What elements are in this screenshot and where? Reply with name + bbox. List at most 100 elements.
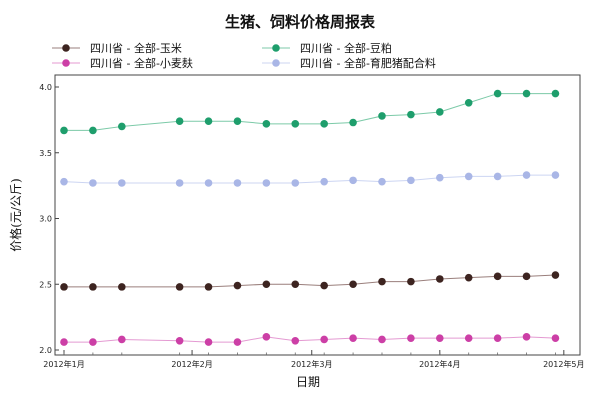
data-point bbox=[349, 176, 357, 185]
y-tick-label: 3.5 bbox=[39, 149, 52, 158]
y-tick-label: 2.5 bbox=[39, 280, 52, 289]
data-point bbox=[291, 336, 300, 345]
data-point bbox=[320, 281, 328, 290]
data-point bbox=[233, 281, 242, 290]
data-point bbox=[464, 98, 473, 107]
data-point bbox=[493, 272, 502, 281]
chart-title: 生猪、饲料价格周报表 bbox=[225, 13, 376, 31]
data-point bbox=[551, 171, 560, 179]
data-point bbox=[291, 179, 300, 187]
data-point bbox=[60, 177, 68, 186]
data-point bbox=[407, 110, 415, 119]
plot-frame bbox=[54, 74, 581, 356]
data-point bbox=[320, 335, 328, 344]
data-point bbox=[407, 176, 415, 185]
x-tick-label: 2012年2月 bbox=[171, 359, 212, 369]
data-point bbox=[522, 171, 531, 179]
data-point bbox=[349, 334, 357, 342]
legend-item: 四川省 - 全部-育肥猪配合料 bbox=[262, 56, 436, 70]
y-tick-label: 4.0 bbox=[39, 83, 52, 92]
legend-marker bbox=[272, 44, 280, 52]
data-point bbox=[349, 118, 357, 127]
data-point bbox=[175, 283, 184, 291]
data-point bbox=[262, 333, 271, 341]
data-point bbox=[291, 280, 300, 289]
data-point bbox=[175, 179, 184, 187]
plot-area bbox=[54, 74, 581, 356]
legend-label: 四川省 - 全部-玉米 bbox=[90, 41, 182, 55]
data-point bbox=[204, 338, 213, 346]
data-point bbox=[233, 338, 242, 346]
y-tick-label: 3.0 bbox=[39, 215, 52, 224]
legend-item: 四川省 - 全部-豆粕 bbox=[262, 41, 392, 55]
data-point bbox=[436, 173, 444, 182]
data-point bbox=[60, 283, 68, 291]
y-tick-label: 2.0 bbox=[39, 346, 52, 355]
data-point bbox=[118, 122, 126, 131]
x-tick-label: 2012年1月 bbox=[43, 359, 84, 369]
series-layer bbox=[60, 89, 560, 346]
data-point bbox=[551, 334, 560, 342]
data-point bbox=[551, 271, 560, 279]
y-axis-label: 价格(元/公斤) bbox=[8, 178, 23, 251]
x-tick-label: 2012年5月 bbox=[543, 359, 584, 369]
data-point bbox=[407, 277, 415, 286]
data-point bbox=[175, 336, 184, 345]
series-3 bbox=[60, 171, 560, 187]
legend-marker bbox=[62, 59, 70, 67]
legend-label: 四川省 - 全部-小麦麸 bbox=[90, 56, 193, 70]
data-point bbox=[89, 338, 97, 346]
data-point bbox=[493, 334, 502, 342]
data-point bbox=[493, 89, 502, 98]
data-point bbox=[262, 120, 271, 128]
legend-item: 四川省 - 全部-玉米 bbox=[52, 41, 182, 55]
series-1 bbox=[60, 89, 560, 135]
legend-label: 四川省 - 全部-育肥猪配合料 bbox=[300, 56, 436, 70]
data-point bbox=[522, 89, 531, 98]
data-point bbox=[60, 338, 68, 346]
legend-marker bbox=[272, 59, 280, 67]
y-axis: 2.0 2.5 3.0 3.5 4.0 bbox=[39, 83, 59, 355]
data-point bbox=[378, 335, 386, 344]
legend-marker bbox=[62, 44, 70, 52]
data-point bbox=[436, 334, 444, 342]
data-point bbox=[291, 120, 300, 128]
data-point bbox=[436, 108, 444, 116]
data-point bbox=[262, 280, 271, 289]
data-point bbox=[493, 172, 502, 181]
series-2 bbox=[60, 333, 560, 346]
data-point bbox=[118, 283, 126, 291]
data-point bbox=[233, 179, 242, 187]
x-axis: 2012年1月 2012年2月 2012年3月 2012年4月 2012年5月 bbox=[43, 350, 585, 369]
data-point bbox=[89, 283, 97, 291]
data-point bbox=[378, 277, 386, 286]
x-tick-label: 2012年4月 bbox=[419, 359, 460, 369]
data-point bbox=[118, 335, 126, 344]
series-0 bbox=[60, 271, 560, 291]
data-point bbox=[522, 333, 531, 341]
data-point bbox=[464, 172, 473, 181]
data-point bbox=[378, 177, 386, 186]
data-point bbox=[233, 117, 242, 125]
data-point bbox=[320, 120, 328, 128]
data-point bbox=[464, 273, 473, 282]
data-point bbox=[522, 272, 531, 281]
data-point bbox=[60, 126, 68, 135]
legend-item: 四川省 - 全部-小麦麸 bbox=[52, 56, 193, 70]
data-point bbox=[378, 112, 386, 120]
data-point bbox=[89, 126, 97, 135]
data-point bbox=[175, 117, 184, 125]
data-point bbox=[407, 334, 415, 342]
data-point bbox=[204, 283, 213, 291]
data-point bbox=[551, 89, 560, 98]
legend-label: 四川省 - 全部-豆粕 bbox=[300, 41, 392, 55]
x-tick-label: 2012年3月 bbox=[291, 359, 332, 369]
data-point bbox=[89, 179, 97, 187]
data-point bbox=[349, 280, 357, 289]
data-point bbox=[464, 334, 473, 342]
data-point bbox=[320, 177, 328, 186]
data-point bbox=[204, 179, 213, 187]
data-point bbox=[204, 117, 213, 125]
